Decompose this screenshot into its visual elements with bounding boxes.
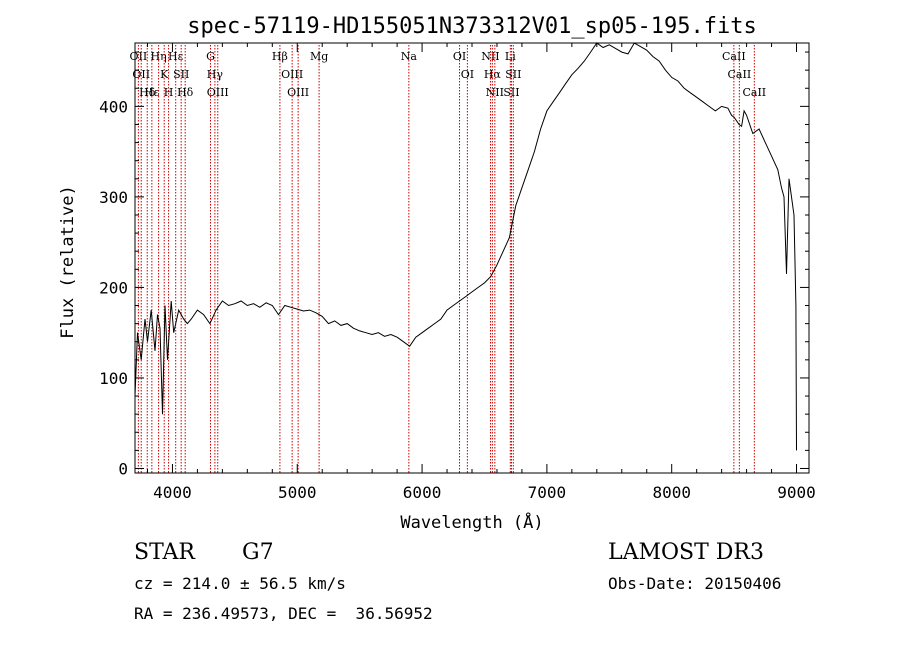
marker-label: NII [481, 50, 499, 63]
marker-label: OII [132, 68, 150, 81]
marker-label: CaII [722, 50, 746, 63]
marker-label: OI [453, 50, 466, 63]
marker-label: H [164, 86, 174, 99]
y-tick-label: 100 [99, 369, 128, 388]
x-tick-label: 8000 [652, 483, 691, 502]
y-tick-label: 300 [99, 188, 128, 207]
marker-label: SII [505, 68, 521, 81]
marker-label: Hδ [139, 86, 156, 99]
observation-date: Obs-Date: 20150406 [608, 574, 782, 593]
object-class: STAR [134, 540, 195, 565]
marker-label: K [160, 68, 169, 81]
y-tick-label: 400 [99, 97, 128, 116]
marker-label: OI [461, 68, 474, 81]
y-tick-label: 0 [118, 459, 128, 478]
marker-label: Hε [144, 86, 160, 99]
x-tick-label: 9000 [777, 483, 816, 502]
x-axis-label: Wavelength (Å) [400, 511, 543, 533]
marker-label: OII [130, 50, 148, 63]
marker-label: Hε [168, 50, 184, 63]
x-tick-label: 7000 [528, 483, 567, 502]
marker-label: G [206, 50, 215, 63]
y-tick-label: 200 [99, 278, 128, 297]
redshift-cz: cz = 214.0 ± 56.5 km/s [134, 574, 346, 593]
emission-line-markers: OIIOIIHδHεHηKHHεSIIHδGHγOIIIHβOIIIOIIIMg… [130, 45, 766, 473]
marker-label: Hβ [272, 50, 288, 63]
x-tick-label: 6000 [403, 483, 442, 502]
sky-coordinates: RA = 236.49573, DEC = 36.56952 [134, 604, 433, 623]
marker-label: Hδ [177, 86, 194, 99]
x-tick-label: 4000 [153, 483, 192, 502]
survey-name: LAMOST DR3 [608, 540, 764, 565]
marker-label: CaII [728, 68, 752, 81]
plot-frame [134, 42, 810, 474]
marker-label: CaII [742, 86, 766, 99]
marker-label: Hη [150, 50, 166, 63]
marker-label: SII [503, 86, 519, 99]
object-subclass: G7 [242, 540, 274, 565]
marker-label: NII [486, 86, 504, 99]
marker-label: Mg [310, 50, 328, 63]
marker-label: Li [505, 50, 516, 63]
marker-label: Hγ [207, 68, 224, 81]
marker-label: Hα [484, 68, 502, 81]
chart-title: spec-57119-HD155051N373312V01_sp05-195.f… [187, 14, 757, 39]
x-tick-label: 5000 [278, 483, 317, 502]
y-axis-label: Flux (relative) [58, 185, 78, 339]
marker-label: SII [173, 68, 189, 81]
axis-ticks: 4000 5000 6000 7000 8000 9000 0 100 200 300 400 [99, 43, 816, 502]
marker-label: OIII [281, 68, 303, 81]
marker-label: OIII [287, 86, 309, 99]
marker-label: Na [401, 50, 418, 63]
marker-label: OIII [207, 86, 229, 99]
flux-series-line [134, 42, 797, 451]
